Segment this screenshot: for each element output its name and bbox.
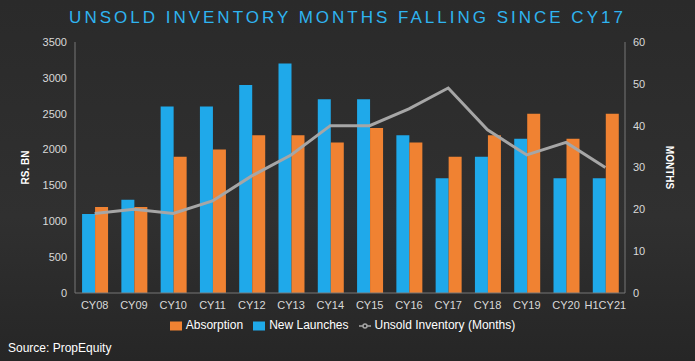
svg-text:RS. BN: RS. BN bbox=[20, 151, 31, 185]
html-text:Source: PropEquity: Source: PropEquity bbox=[8, 341, 112, 355]
svg-text:60: 60 bbox=[633, 36, 645, 48]
svg-text:H1CY21: H1CY21 bbox=[585, 299, 627, 311]
svg-text:1500: 1500 bbox=[43, 179, 67, 191]
svg-text:3500: 3500 bbox=[43, 36, 67, 48]
svg-text:CY11: CY11 bbox=[199, 299, 226, 311]
svg-text:CY09: CY09 bbox=[120, 299, 148, 311]
svg-text:3000: 3000 bbox=[43, 72, 67, 84]
html-text:Absorption: Absorption bbox=[185, 318, 244, 332]
svg-text:1000: 1000 bbox=[43, 215, 67, 227]
svg-text:20: 20 bbox=[633, 203, 645, 215]
svg-text:CY12: CY12 bbox=[238, 299, 266, 311]
svg-text:MONTHS: MONTHS bbox=[664, 146, 675, 190]
svg-text:CY14: CY14 bbox=[317, 299, 345, 311]
svg-text:CY13: CY13 bbox=[277, 299, 305, 311]
svg-text:CY16: CY16 bbox=[395, 299, 423, 311]
svg-text:0: 0 bbox=[61, 287, 67, 299]
html-text:New Launches: New Launches bbox=[269, 318, 349, 332]
svg-text:CY20: CY20 bbox=[552, 299, 580, 311]
svg-text:50: 50 bbox=[633, 78, 645, 90]
svg-text:40: 40 bbox=[633, 120, 645, 132]
svg-text:10: 10 bbox=[633, 245, 645, 257]
svg-text:CY10: CY10 bbox=[159, 299, 187, 311]
svg-text:30: 30 bbox=[633, 161, 645, 173]
svg-text:2000: 2000 bbox=[43, 143, 67, 155]
svg-text:CY08: CY08 bbox=[81, 299, 109, 311]
svg-text:500: 500 bbox=[49, 251, 67, 263]
svg-text:2500: 2500 bbox=[43, 108, 67, 120]
svg-text:CY15: CY15 bbox=[356, 299, 384, 311]
html-text:UNSOLD INVENTORY MONTHS FALLIN: UNSOLD INVENTORY MONTHS FALLING SINCE CY… bbox=[69, 8, 626, 27]
html-text:Unsold Inventory (Months): Unsold Inventory (Months) bbox=[374, 318, 516, 332]
svg-text:CY19: CY19 bbox=[513, 299, 541, 311]
svg-text:0: 0 bbox=[633, 287, 639, 299]
svg-text:CY17: CY17 bbox=[434, 299, 462, 311]
svg-text:CY18: CY18 bbox=[474, 299, 502, 311]
